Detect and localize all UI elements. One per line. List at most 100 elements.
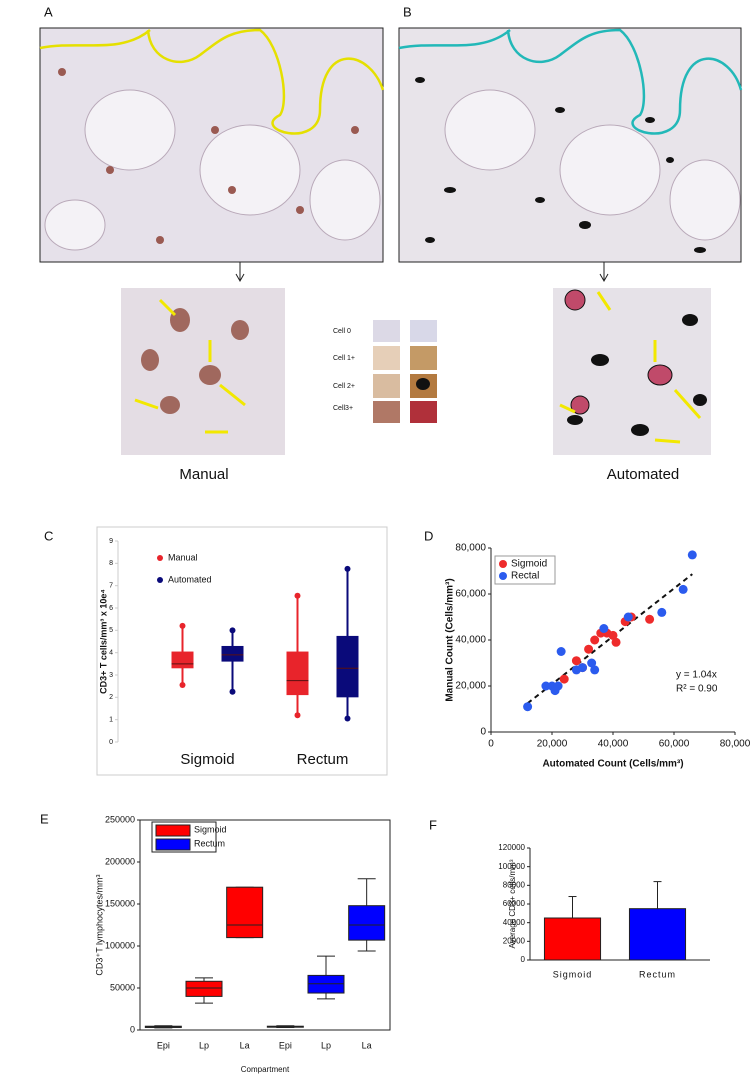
y-tick-label: 7 <box>109 583 113 590</box>
x-tick-label: Lp <box>199 1040 209 1050</box>
y-tick-label: 100000 <box>105 940 135 950</box>
y-tick-label: 20000 <box>503 936 526 945</box>
y-tick-label: 4 <box>109 650 113 657</box>
point <box>556 647 566 656</box>
y-tick-label: 100000 <box>498 862 525 871</box>
box <box>221 645 244 662</box>
whisker-min <box>294 712 301 719</box>
x-tick-label: 20,000 <box>537 739 568 750</box>
whisker-max <box>179 622 186 629</box>
panel-label: D <box>424 528 433 543</box>
y-tick-label: 20,000 <box>455 681 486 692</box>
x-tick-label: 40,000 <box>598 739 629 750</box>
plot-frame <box>139 819 391 1031</box>
cell-score-grid <box>373 320 437 423</box>
y-axis-title: Manual Count (Cells/mm³) <box>445 578 456 701</box>
legend-swatch <box>155 824 191 837</box>
legend-label: Sigmoid <box>194 824 227 834</box>
box <box>336 635 359 698</box>
x-axis-title: Automated Count (Cells/mm³) <box>542 759 683 770</box>
legend-label: Manual <box>168 552 198 562</box>
y-tick-label: 9 <box>109 538 113 545</box>
y-tick-label: 3 <box>109 672 113 679</box>
point <box>645 614 655 624</box>
x-tick-label: Sigmoid <box>180 751 234 768</box>
panel-label: F <box>429 817 437 832</box>
x-tick-label: Epi <box>157 1040 170 1050</box>
legend-frame <box>151 821 217 853</box>
whisker-min <box>179 682 186 689</box>
y-axis-title: Average CD3+ cells/mm³ <box>508 859 517 948</box>
point <box>687 550 697 560</box>
bar <box>628 908 687 961</box>
legend-swatch <box>157 555 163 561</box>
y-tick-label: 200000 <box>105 856 135 866</box>
x-tick-label: 80,000 <box>720 739 750 750</box>
y-tick-label: 60,000 <box>455 589 486 600</box>
zoom-arrows <box>235 262 609 283</box>
point <box>590 635 600 645</box>
legend-label: Rectum <box>194 838 225 848</box>
y-tick-label: 0 <box>480 727 486 738</box>
x-tick-label: Lp <box>321 1040 331 1050</box>
legend-swatch <box>155 838 191 851</box>
y-axis-title: CD3+ T cells/mm³ x 10e⁴ <box>98 589 108 694</box>
point <box>623 612 633 622</box>
x-axis-title: Compartment <box>241 1065 290 1074</box>
panel-label: E <box>40 811 49 826</box>
point <box>599 624 609 633</box>
legend-swatch <box>499 560 507 568</box>
point <box>523 702 533 712</box>
x-tick-label: La <box>362 1040 372 1050</box>
y-tick-label: 6 <box>109 605 113 612</box>
legend-label: Rectal <box>511 571 539 582</box>
x-tick-label: Rectum <box>297 751 349 768</box>
x-tick-label: 60,000 <box>659 739 690 750</box>
x-tick-label: Rectum <box>639 969 676 979</box>
trendline <box>526 573 693 705</box>
box <box>348 905 386 941</box>
point <box>611 637 621 647</box>
panel-label: A <box>44 4 53 19</box>
y-tick-label: 80,000 <box>455 543 486 554</box>
y-tick-label: 2 <box>109 694 113 701</box>
y-tick-label: 8 <box>109 560 113 567</box>
box <box>185 980 223 997</box>
box <box>171 651 194 669</box>
x-tick-label: Sigmoid <box>553 969 593 979</box>
annotation: R² = 0.90 <box>676 684 718 695</box>
panel-label: B <box>403 4 412 19</box>
y-tick-label: 0 <box>109 739 113 746</box>
point <box>608 630 618 640</box>
box <box>226 886 264 939</box>
point <box>678 584 688 594</box>
whisker-min <box>229 688 236 695</box>
x-tick-label: Epi <box>279 1040 292 1050</box>
whisker-min <box>344 715 351 722</box>
y-tick-label: 0 <box>130 1024 135 1034</box>
y-tick-label: 40,000 <box>455 635 486 646</box>
micrograph-automated <box>398 27 743 263</box>
bar <box>543 917 602 961</box>
x-tick-label: La <box>240 1040 250 1050</box>
point <box>553 681 563 691</box>
whisker-max <box>344 565 351 572</box>
legend-swatch <box>499 572 507 580</box>
y-tick-label: 1 <box>109 717 113 724</box>
inset-manual <box>121 288 285 455</box>
legend-label: Automated <box>168 574 212 584</box>
panel-c-frame <box>96 526 388 776</box>
panel-label: C <box>44 528 53 543</box>
point <box>657 607 667 617</box>
caption: Manual <box>179 466 228 483</box>
cell-score-label: Cell 2+ <box>333 383 355 390</box>
cell-score-label: Cell3+ <box>333 405 353 412</box>
annotation: y = 1.04x <box>676 670 717 681</box>
inset-automated <box>553 288 711 455</box>
y-axis-title: CD3⁺T lymphocytes/mm³ <box>94 874 104 975</box>
box <box>286 651 309 696</box>
y-tick-label: 0 <box>521 955 526 964</box>
point <box>584 644 594 654</box>
point <box>571 656 581 666</box>
